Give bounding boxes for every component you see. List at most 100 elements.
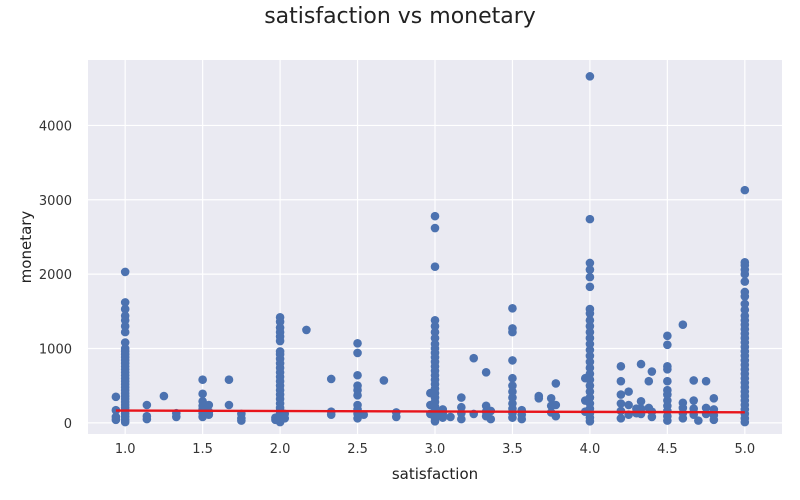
data-point: [585, 357, 595, 367]
data-point: [508, 413, 517, 422]
data-point: [430, 333, 440, 343]
y-axis-label: monetary: [17, 211, 35, 284]
data-point: [353, 391, 362, 400]
x-tick-label: 3.5: [502, 442, 523, 457]
data-point: [585, 369, 595, 379]
data-point: [359, 410, 369, 419]
data-point: [159, 391, 169, 401]
data-point: [740, 305, 750, 315]
data-point: [438, 413, 448, 422]
data-point: [508, 356, 517, 365]
data-point: [379, 376, 389, 385]
data-point: [585, 321, 595, 331]
data-point: [508, 387, 517, 396]
data-point: [517, 414, 527, 424]
data-point: [120, 321, 130, 331]
data-point: [430, 417, 440, 426]
data-point: [585, 272, 595, 282]
data-point: [647, 412, 657, 422]
data-point: [353, 348, 362, 358]
data-point: [585, 72, 595, 81]
data-point: [694, 416, 703, 425]
data-point: [430, 223, 440, 233]
data-point: [430, 262, 440, 272]
data-point: [585, 381, 595, 390]
data-point: [689, 396, 699, 405]
data-point: [326, 374, 336, 384]
data-point: [551, 411, 561, 421]
data-point: [120, 327, 130, 337]
data-point: [740, 269, 750, 279]
data-point: [302, 325, 311, 335]
data-point: [663, 340, 672, 350]
data-point: [237, 416, 246, 425]
data-point: [508, 393, 517, 402]
data-point: [585, 333, 595, 343]
data-point: [534, 394, 544, 403]
y-tick-label: 3000: [39, 194, 72, 209]
data-point: [678, 320, 688, 329]
data-point: [275, 336, 285, 346]
y-tick-label: 2000: [39, 268, 72, 283]
data-point: [740, 417, 750, 427]
data-point: [644, 376, 654, 386]
data-point: [457, 414, 466, 424]
data-point: [616, 414, 626, 423]
data-point: [689, 404, 699, 414]
data-point: [446, 412, 455, 422]
data-point: [353, 414, 362, 423]
data-point: [678, 414, 688, 423]
data-point: [111, 392, 121, 402]
data-point: [224, 375, 234, 385]
data-point: [508, 373, 517, 383]
data-point: [689, 376, 699, 385]
data-point: [457, 402, 466, 412]
data-point: [585, 417, 595, 426]
data-point: [469, 353, 479, 363]
data-point: [204, 410, 214, 419]
data-point: [636, 396, 646, 406]
data-point: [551, 379, 561, 388]
x-tick-label: 1.0: [115, 442, 136, 457]
data-point: [701, 376, 711, 386]
data-point: [636, 359, 646, 369]
data-point: [709, 415, 719, 425]
x-tick-label: 5.0: [734, 442, 755, 457]
data-point: [616, 390, 626, 399]
data-point: [740, 277, 750, 286]
data-point: [120, 298, 130, 307]
data-point: [585, 393, 595, 402]
data-point: [624, 387, 633, 396]
x-tick-label: 4.5: [657, 442, 678, 457]
data-point: [663, 376, 672, 386]
data-point: [111, 415, 121, 425]
data-point: [120, 338, 130, 347]
data-point: [585, 258, 595, 268]
data-point: [709, 394, 719, 403]
data-point: [120, 315, 130, 325]
data-point: [353, 370, 362, 380]
data-point: [740, 185, 750, 195]
data-point: [326, 410, 336, 419]
data-point: [616, 362, 626, 371]
data-point: [224, 400, 234, 410]
data-point: [430, 315, 440, 325]
data-point: [120, 267, 130, 277]
data-point: [120, 304, 130, 314]
data-point: [647, 367, 657, 376]
data-point: [430, 321, 440, 331]
data-point: [198, 375, 207, 385]
data-point: [616, 399, 626, 408]
data-point: [701, 403, 711, 413]
data-point: [508, 304, 517, 313]
chart-title: satisfaction vs monetary: [264, 4, 536, 29]
data-point: [585, 315, 595, 325]
data-point: [457, 393, 466, 402]
data-point: [585, 327, 595, 337]
data-point: [740, 299, 750, 309]
data-point: [142, 414, 152, 424]
data-points: [111, 72, 750, 427]
data-point: [701, 409, 711, 419]
y-tick-label: 1000: [39, 342, 72, 357]
